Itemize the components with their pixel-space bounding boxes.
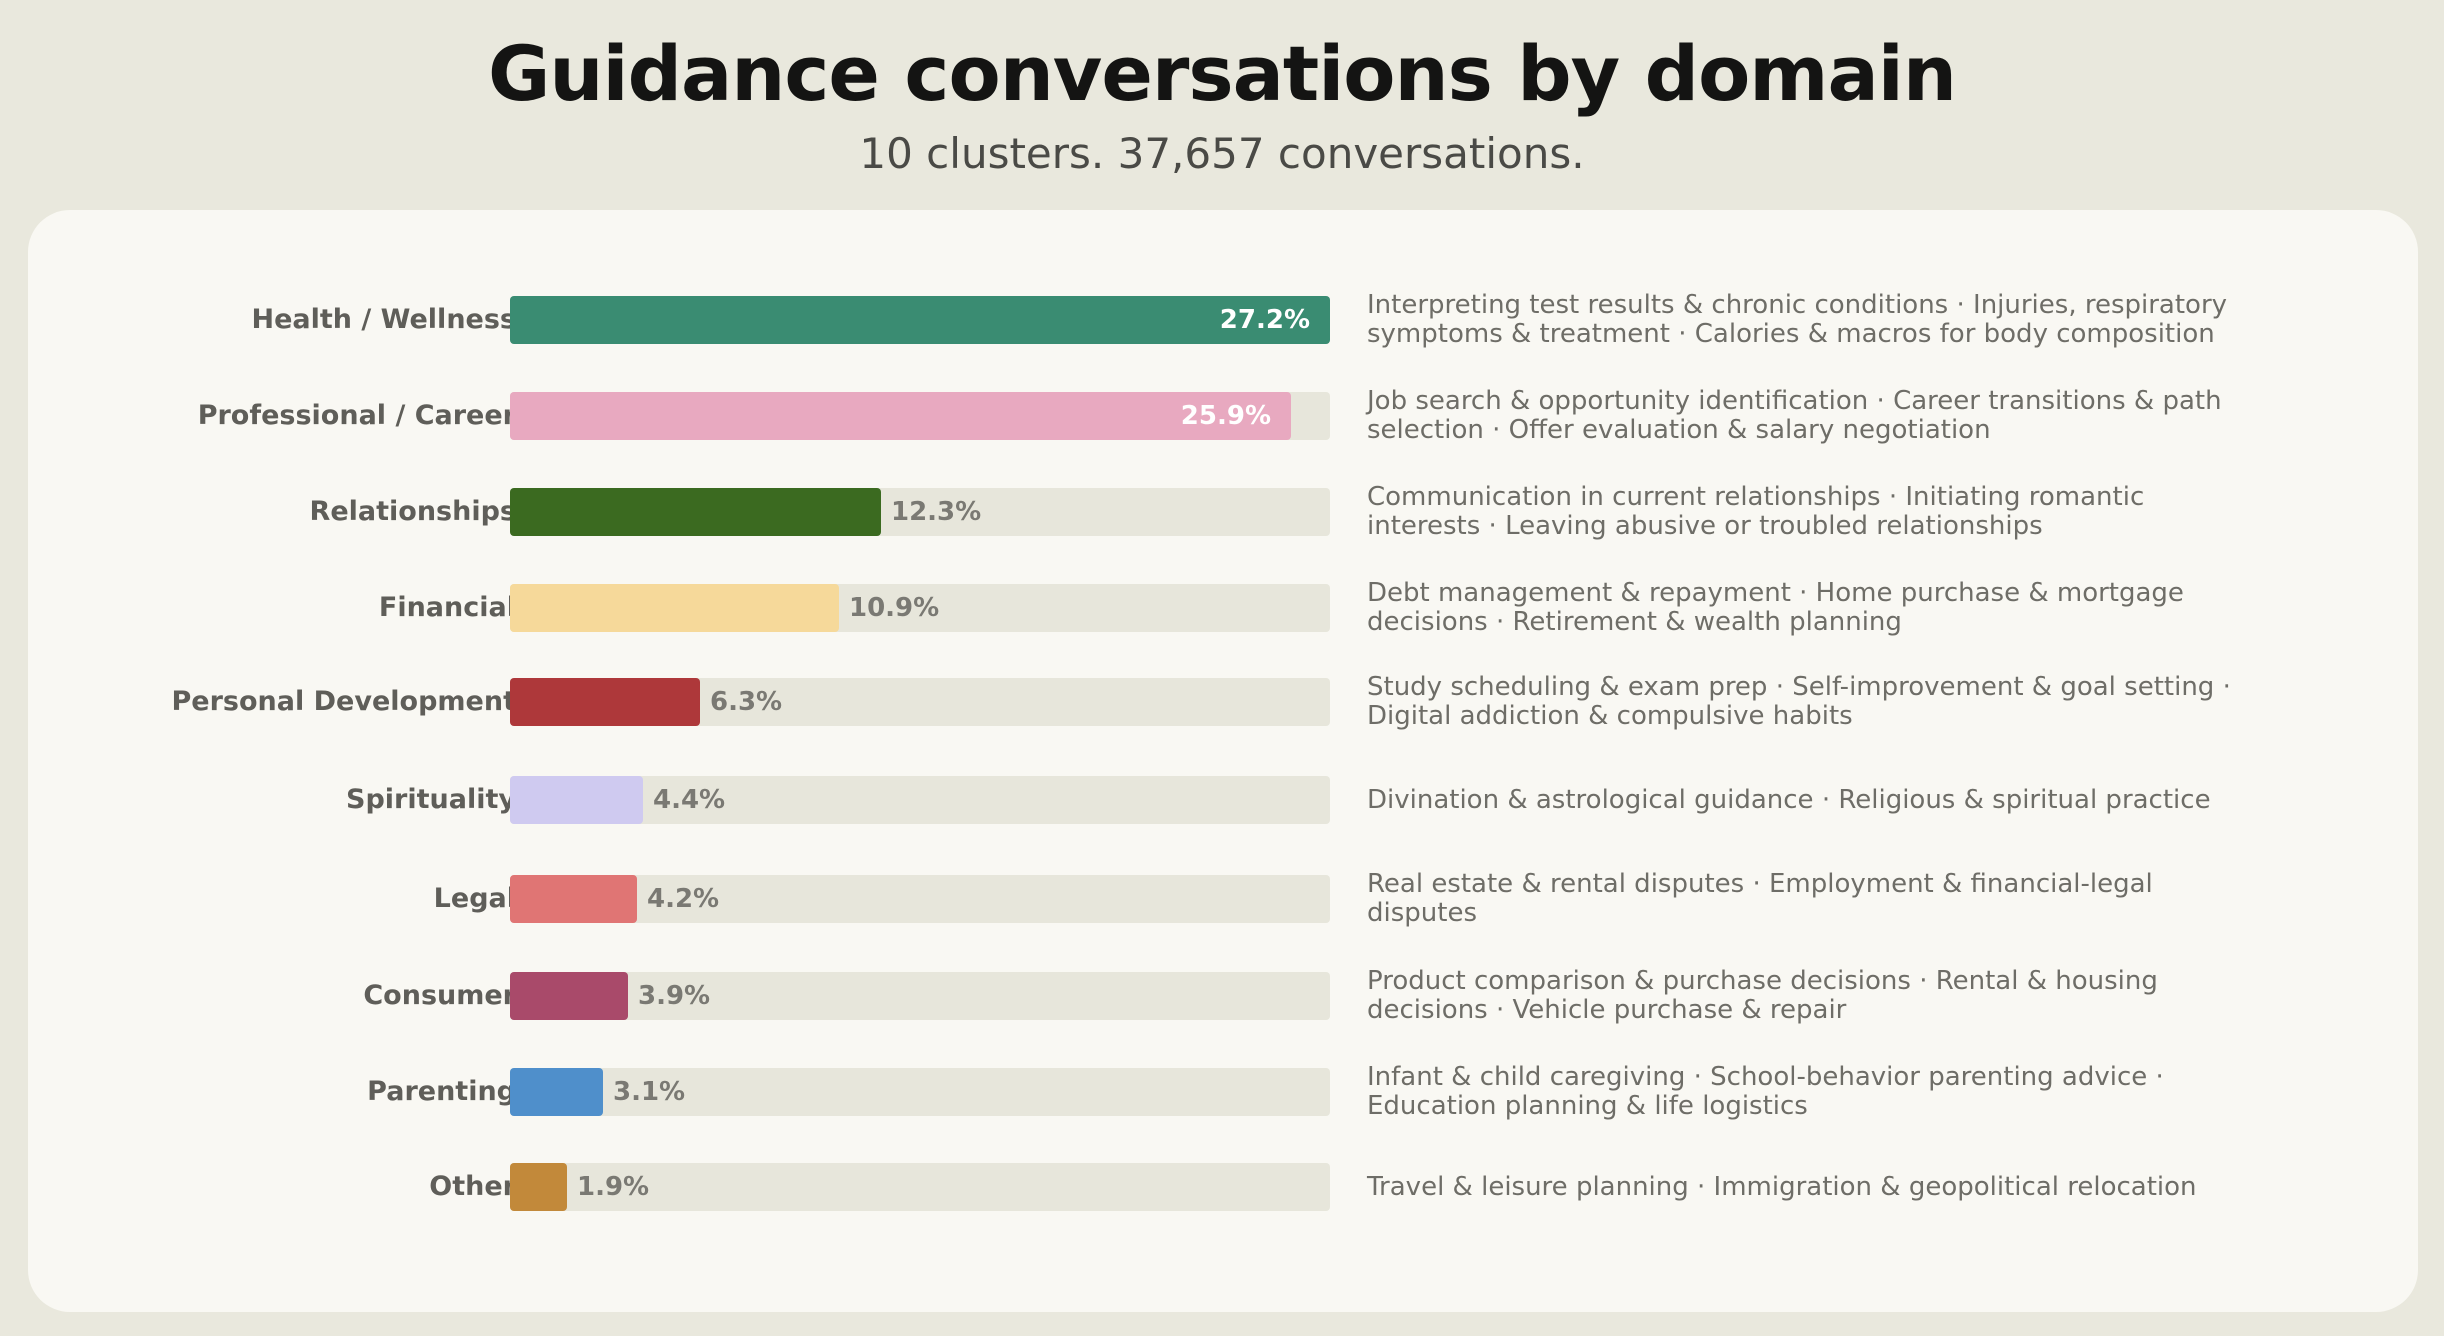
- description-parenting: Infant & child caregiving · School-behav…: [1367, 1062, 2164, 1121]
- bar-row-legal: Legal 4.2% Real estate & rental disputes ·…: [28, 851, 2418, 947]
- bar-track-health-wellness: 27.2%: [510, 296, 1330, 344]
- bar-row-professional-career: Professional / Career 25.9% Job search & o…: [28, 368, 2418, 464]
- bar-row-relationships: Relationships 12.3% Communication in curre…: [28, 464, 2418, 560]
- bar-row-personal-development: Personal Development 6.3% Study scheduling…: [28, 654, 2418, 750]
- description-relationships: Communication in current relationships ·…: [1367, 482, 2145, 541]
- value-label-parenting: 3.1%: [613, 1077, 686, 1107]
- bar-professional-career: [510, 392, 1291, 440]
- category-label-health-wellness: Health / Wellness: [251, 304, 517, 335]
- description-financial: Debt management & repayment · Home purch…: [1367, 578, 2184, 637]
- category-label-parenting: Parenting: [367, 1076, 516, 1107]
- category-label-other: Other: [429, 1171, 516, 1202]
- bar-parenting: [510, 1068, 603, 1116]
- description-other: Travel & leisure planning · Immigration …: [1367, 1171, 2197, 1202]
- category-label-professional-career: Professional / Career: [197, 400, 516, 431]
- bar-track-other: 1.9%: [510, 1163, 1330, 1211]
- chart-subtitle: 10 clusters. 37,657 conversations.: [859, 129, 1585, 178]
- chart-title: Guidance conversations by domain: [488, 29, 1957, 118]
- value-label-personal-development: 6.3%: [710, 687, 783, 717]
- value-label-spirituality: 4.4%: [653, 785, 726, 815]
- bar-row-other: Other 1.9% Travel & leisure planning · Imm…: [28, 1139, 2418, 1235]
- bar-track-financial: 10.9%: [510, 584, 1330, 632]
- bar-track-consumer: 3.9%: [510, 972, 1330, 1020]
- bar-personal-development: [510, 678, 700, 726]
- bar-other: [510, 1163, 567, 1211]
- bar-relationships: [510, 488, 881, 536]
- bar-track-spirituality: 4.4%: [510, 776, 1330, 824]
- value-label-health-wellness: 27.2%: [1219, 305, 1310, 335]
- bar-track-relationships: 12.3%: [510, 488, 1330, 536]
- chart-card: Health / Wellness 27.2% Interpreting test …: [28, 210, 2418, 1312]
- description-personal-development: Study scheduling & exam prep · Self-impr…: [1367, 672, 2231, 731]
- value-label-consumer: 3.9%: [638, 981, 711, 1011]
- value-label-professional-career: 25.9%: [1180, 401, 1271, 431]
- category-label-personal-development: Personal Development: [171, 686, 516, 717]
- bar-legal: [510, 875, 637, 923]
- description-spirituality: Divination & astrological guidance · Rel…: [1367, 784, 2211, 815]
- bar-track-parenting: 3.1%: [510, 1068, 1330, 1116]
- description-professional-career: Job search & opportunity identification …: [1367, 386, 2222, 445]
- bar-track-professional-career: 25.9%: [510, 392, 1330, 440]
- description-legal: Real estate & rental disputes · Employme…: [1367, 869, 2153, 928]
- bar-spirituality: [510, 776, 643, 824]
- bar-track-legal: 4.2%: [510, 875, 1330, 923]
- category-label-relationships: Relationships: [309, 496, 516, 527]
- value-label-legal: 4.2%: [647, 884, 720, 914]
- bar-row-financial: Financial 10.9% Debt management & repaymen…: [28, 560, 2418, 656]
- category-label-spirituality: Spirituality: [346, 784, 516, 815]
- bar-row-consumer: Consumer 3.9% Product comparison & purchas…: [28, 948, 2418, 1044]
- bar-row-health-wellness: Health / Wellness 27.2% Interpreting test …: [28, 272, 2418, 368]
- category-label-financial: Financial: [378, 592, 516, 623]
- value-label-other: 1.9%: [577, 1172, 650, 1202]
- category-label-legal: Legal: [433, 883, 516, 914]
- bar-row-parenting: Parenting 3.1% Infant & child caregiving ·…: [28, 1044, 2418, 1140]
- bar-row-spirituality: Spirituality 4.4% Divination & astrologica…: [28, 752, 2418, 848]
- bar-health-wellness: [510, 296, 1330, 344]
- bar-track-personal-development: 6.3%: [510, 678, 1330, 726]
- description-health-wellness: Interpreting test results & chronic cond…: [1367, 290, 2228, 349]
- bar-financial: [510, 584, 839, 632]
- description-consumer: Product comparison & purchase decisions …: [1367, 966, 2158, 1025]
- bar-consumer: [510, 972, 628, 1020]
- value-label-relationships: 12.3%: [891, 497, 982, 527]
- category-label-consumer: Consumer: [363, 980, 516, 1011]
- value-label-financial: 10.9%: [849, 593, 940, 623]
